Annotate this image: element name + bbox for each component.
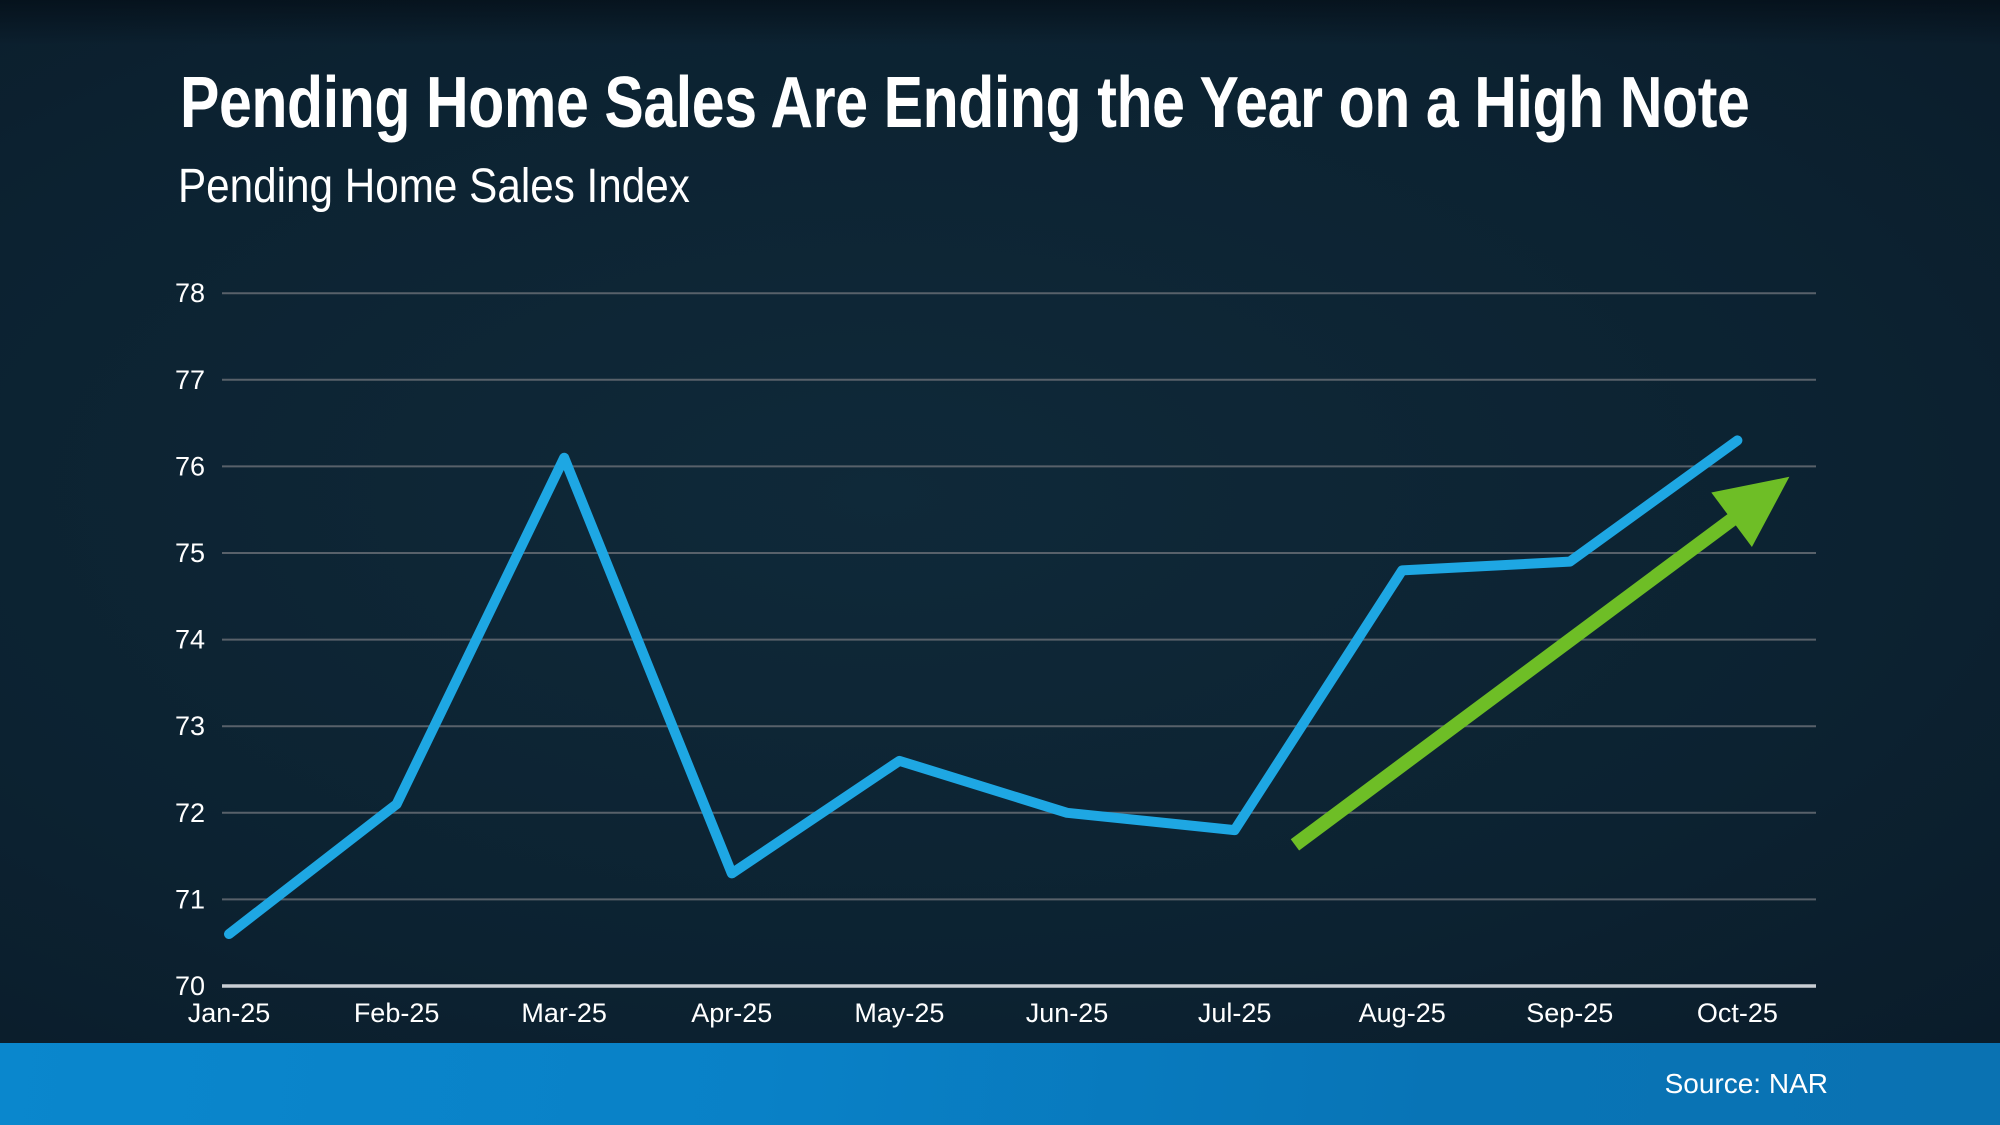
y-tick-label: 72: [175, 798, 205, 828]
x-tick-label: Jul-25: [1198, 998, 1272, 1028]
sales-trend-line: [224, 435, 1743, 940]
y-tick-label: 73: [175, 711, 205, 741]
trend-arrow-shaft: [1290, 510, 1741, 851]
source-label: Source: NAR: [1664, 1068, 1828, 1099]
x-tick-label: Apr-25: [691, 998, 772, 1028]
x-tick-label: Sep-25: [1526, 998, 1613, 1028]
y-tick-label: 78: [175, 278, 205, 308]
x-tick-label: Jun-25: [1026, 998, 1109, 1028]
y-tick-label: 74: [175, 625, 205, 655]
y-tick-label: 71: [175, 884, 205, 914]
x-tick-label: Mar-25: [521, 998, 607, 1028]
x-tick-label: Oct-25: [1697, 998, 1778, 1028]
x-tick-label: Feb-25: [354, 998, 440, 1028]
x-tick-label: Aug-25: [1359, 998, 1446, 1028]
chart-subtitle: Pending Home Sales Index: [178, 160, 690, 213]
x-tick-label: May-25: [854, 998, 944, 1028]
trend-arrow-head: [1711, 476, 1790, 548]
footer-bar: Source: NAR: [0, 1043, 2000, 1125]
y-tick-label: 76: [175, 451, 205, 481]
y-tick-label: 75: [175, 538, 205, 568]
chart-title: Pending Home Sales Are Ending the Year o…: [180, 63, 1750, 143]
y-tick-label: 70: [175, 971, 205, 1001]
y-tick-label: 77: [175, 365, 205, 395]
x-tick-label: Jan-25: [188, 998, 271, 1028]
